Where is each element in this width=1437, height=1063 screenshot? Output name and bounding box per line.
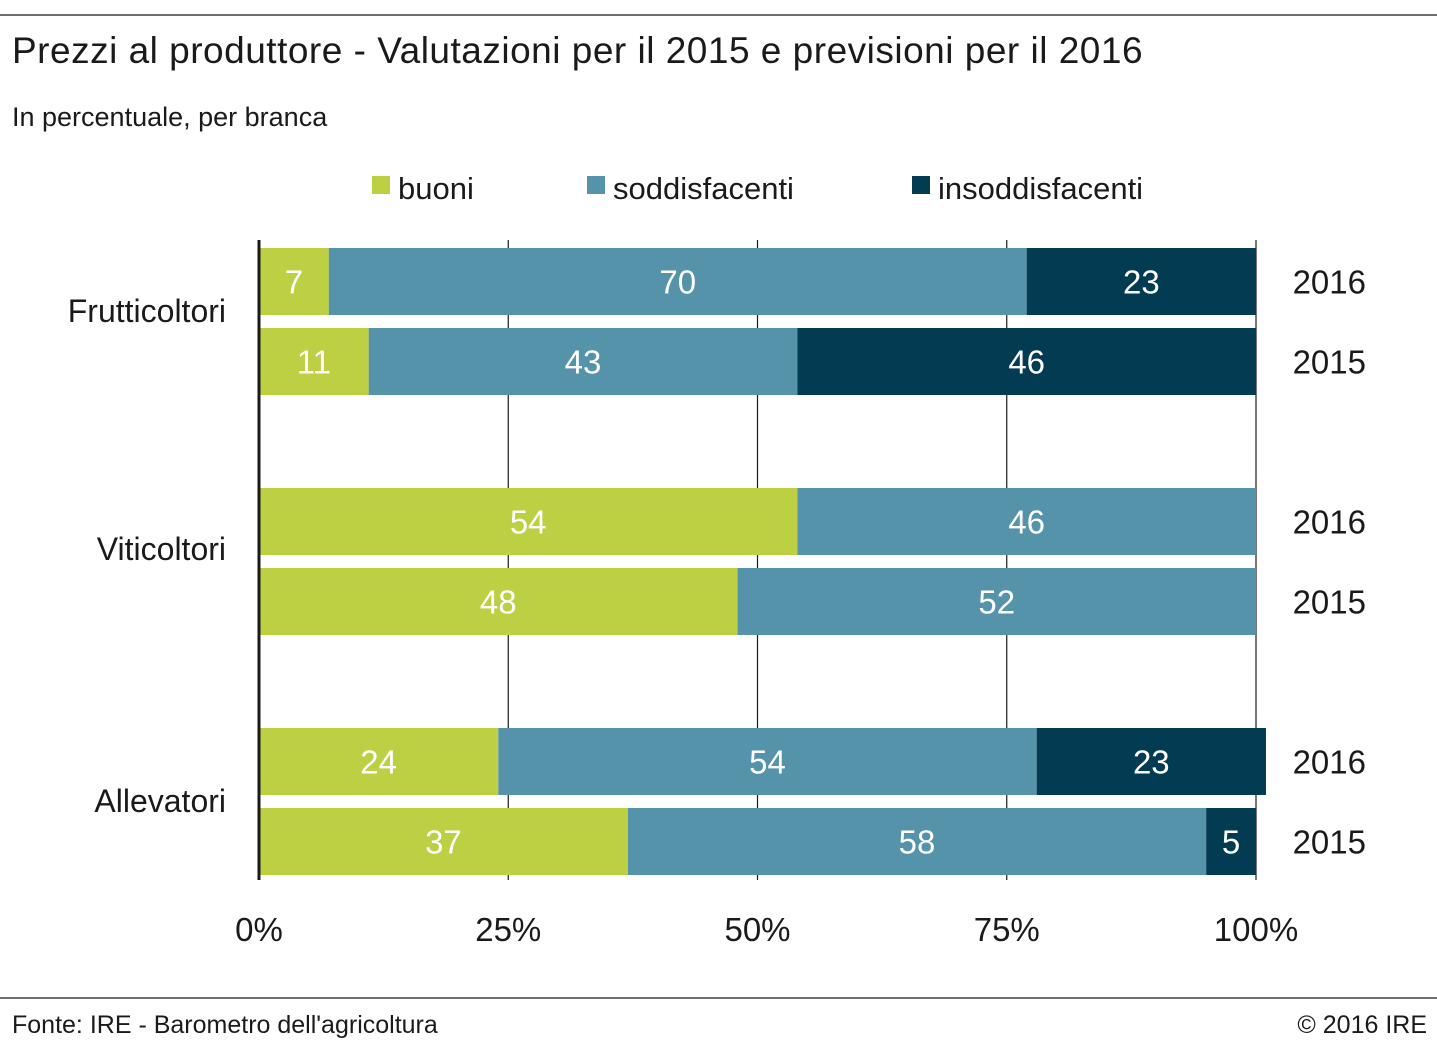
bar-segment [737,568,1256,635]
bar-segment [368,328,798,395]
bar-segment [1206,808,1256,875]
year-label: 2015 [1293,584,1366,621]
bar-value-label: 48 [480,584,517,621]
category-label: Allevatori [94,783,226,819]
bar-value-label: 46 [1008,344,1045,381]
legend-swatch-insoddisfacenti [912,176,930,194]
legend-swatch-buoni [372,176,390,194]
bar-value-label: 23 [1133,744,1170,781]
year-label: 2016 [1293,264,1366,301]
bar-value-label: 24 [360,744,397,781]
copyright-note: © 2016 IRE [1297,1011,1427,1039]
bar-value-label: 11 [297,344,331,381]
bar-value-label: 46 [1008,504,1045,541]
x-tick-label: 0% [235,911,283,948]
bar-value-label: 23 [1123,264,1160,301]
bar-segment [797,328,1256,395]
legend-label-soddisfacenti: soddisfacenti [613,171,794,206]
bar-segment [328,248,1027,315]
category-label: Viticoltori [97,531,226,567]
year-label: 2015 [1293,824,1366,861]
bar-segment [259,728,499,795]
chart-subtitle: In percentuale, per branca [12,102,328,132]
bar-segment [259,328,369,395]
stacked-bar-chart: buoni soddisfacenti insoddisfacenti 7 70 23 20… [68,171,1366,948]
bar-value-label: 52 [978,584,1015,621]
bar-segment [259,248,329,315]
bar-segment [259,568,738,635]
bar-value-label: 37 [425,824,462,861]
category-label: Frutticoltori [68,293,226,329]
bar-segment [498,728,1037,795]
bar-segment [1036,728,1266,795]
year-label: 2016 [1293,744,1366,781]
bar-value-label: 70 [659,264,696,301]
bar-segment [627,808,1207,875]
x-tick-label: 50% [724,911,790,948]
bar-segment [259,488,798,555]
bar-value-label: 58 [899,824,936,861]
x-tick-label: 100% [1214,911,1298,948]
year-label: 2016 [1293,504,1366,541]
chart-title: Prezzi al produttore - Valutazioni per i… [12,30,1144,71]
x-tick-label: 75% [974,911,1040,948]
legend-swatch-soddisfacenti [587,176,605,194]
x-tick-label: 25% [475,911,541,948]
bar-segment [797,488,1256,555]
bar-value-label: 5 [1222,824,1240,861]
bar-value-label: 7 [285,264,303,301]
top-rule [0,14,1437,16]
bar-value-label: 54 [749,744,786,781]
bottom-rule [0,997,1437,999]
bar-value-label: 54 [510,504,547,541]
year-label: 2015 [1293,344,1366,381]
legend-label-buoni: buoni [398,171,474,206]
source-note: Fonte: IRE - Barometro dell'agricoltura [12,1011,438,1039]
bar-segment [1026,248,1256,315]
bar-segment [259,808,628,875]
bar-value-label: 43 [565,344,602,381]
legend-label-insoddisfacenti: insoddisfacenti [938,171,1143,206]
